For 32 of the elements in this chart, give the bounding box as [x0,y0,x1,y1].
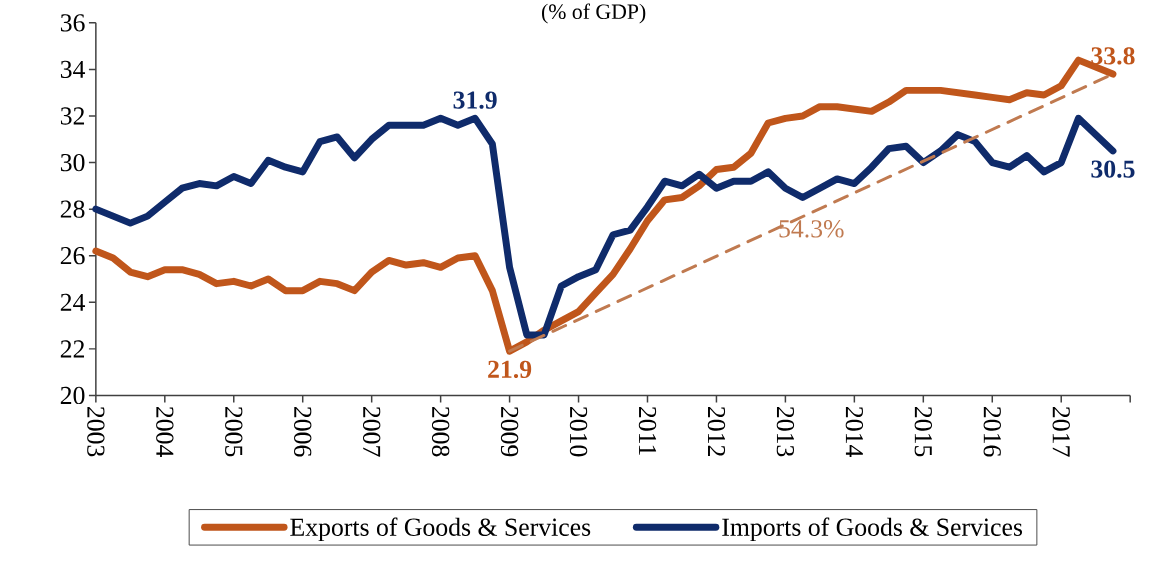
annotation: 33.8 [1091,47,1135,65]
x-tick-label: 2015 [914,406,933,457]
x-tick-label: 2013 [776,406,795,457]
x-tick-label: 2008 [431,406,450,457]
y-tick-label: 30 [60,153,85,172]
x-tick-label: 2007 [363,406,381,457]
annotation: 30.5 [1091,160,1135,178]
annotation: 31.9 [453,91,497,109]
x-tick-label: 2011 [638,406,657,455]
y-tick-label: 32 [60,107,85,125]
x-tick-label: 2012 [707,406,726,456]
chart-title: (% of GDP) [541,3,646,24]
x-tick-label: 2016 [983,406,1001,457]
y-tick-label: 24 [60,293,86,311]
x-tick-label: 2006 [294,406,312,457]
legend-label: Imports of Goods & Services [722,517,1023,541]
x-tick-label: 2004 [156,406,174,457]
y-tick-label: 26 [60,246,85,265]
y-tick-label: 28 [60,200,85,218]
annotation: 21.9 [488,360,532,378]
legend-label: Exports of Goods & Services [290,517,591,541]
y-tick-label: 20 [60,386,85,404]
x-tick-label: 2003 [87,406,105,457]
annotation: 54.3% [779,219,844,238]
x-tick-label: 2017 [1052,406,1070,457]
x-tick-label: 2014 [845,406,864,457]
y-tick-label: 34 [60,60,86,78]
x-tick-label: 2005 [225,406,243,457]
x-tick-label: 2010 [569,406,588,457]
y-tick-label: 22 [60,340,85,358]
x-tick-label: 2009 [500,406,519,457]
y-tick-label: 36 [60,14,85,32]
